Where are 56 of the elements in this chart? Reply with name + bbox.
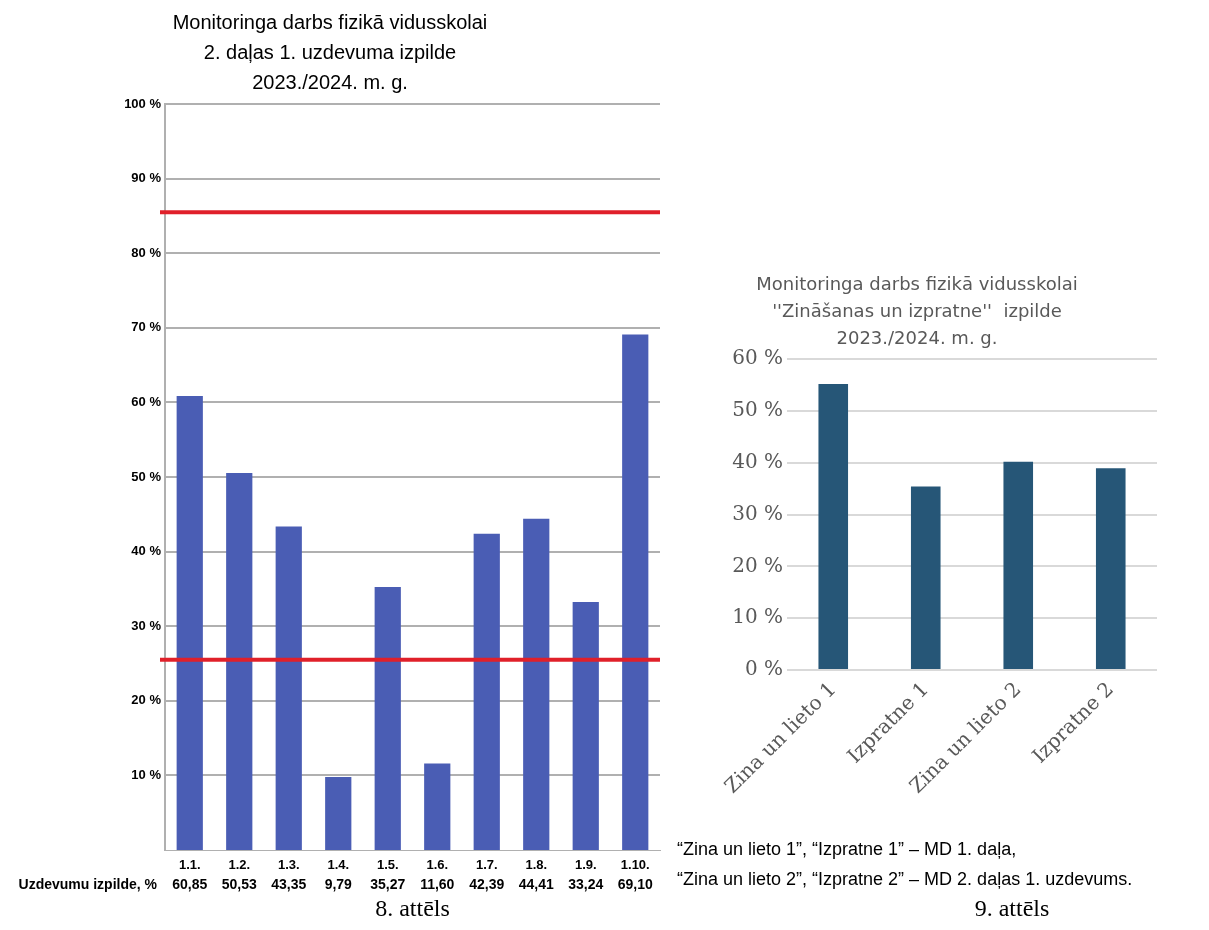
text: “Zina un lieto 1”, “Izpratne 1” – MD 1. daļa, — [677, 838, 1017, 859]
bar — [275, 526, 302, 850]
y-tick-label: 40 % — [732, 448, 783, 473]
y-tick-label: 100 % — [124, 95, 162, 111]
bar — [1095, 468, 1126, 669]
chart-title: Monitoringa darbs fizikā vidusskolai 2. daļas 1. uzdevuma izpilde 2023./2024. m. g. — [172, 10, 488, 93]
data-label: 43,35 — [271, 875, 307, 892]
text: 8. attēls — [375, 895, 450, 922]
y-tick-label: 80 % — [131, 244, 162, 260]
y-tick-label: 70 % — [131, 319, 162, 335]
bar — [1003, 461, 1034, 669]
text: “Zina un lieto 2”, “Izpratne 2” – MD 2. daļas 1. uzdevums. — [677, 868, 1133, 889]
bar — [374, 586, 401, 850]
bar — [473, 533, 500, 850]
y-tick-label: 50 % — [732, 397, 783, 422]
data-label: 35,27 — [370, 875, 406, 892]
y-tick-label: 50 % — [131, 468, 162, 484]
data-label: 11,60 — [420, 875, 455, 892]
bar — [325, 776, 352, 850]
x-tick-label: 1.2. — [228, 857, 251, 873]
bar — [226, 473, 253, 850]
text: 9. attēls — [974, 895, 1050, 922]
bar — [910, 486, 941, 669]
y-tick-label: 40 % — [131, 543, 162, 559]
x-tick-label: 1.3. — [277, 857, 300, 873]
data-label: 69,10 — [617, 875, 653, 892]
y-tick-label: 10 % — [732, 604, 783, 629]
x-tick-label: 1.4. — [327, 857, 350, 873]
bar — [176, 396, 203, 850]
x-tick-label: 1.8. — [525, 857, 548, 873]
x-tick-label: 1.7. — [475, 857, 498, 873]
text: Uzdevumu izpilde, % — [18, 875, 158, 892]
data-label: 42,39 — [469, 875, 505, 892]
y-tick-label: 0 % — [744, 656, 783, 681]
data-label: 50,53 — [221, 875, 257, 892]
y-tick-label: 20 % — [131, 692, 162, 708]
data-label: 44,41 — [518, 875, 554, 892]
y-tick-label: 20 % — [732, 552, 783, 577]
bar — [622, 334, 649, 850]
y-tick-label: 30 % — [732, 500, 783, 525]
bar — [424, 763, 451, 850]
y-tick-label: 60 % — [131, 393, 162, 409]
y-tick-label: 90 % — [131, 170, 162, 186]
data-label: 33,24 — [568, 875, 604, 892]
data-label: 9,79 — [324, 875, 353, 892]
x-tick-label: 1.10. — [620, 857, 650, 873]
x-tick-label: 1.5. — [376, 857, 399, 873]
data-label: 60,85 — [172, 875, 208, 892]
y-tick-label: 10 % — [131, 766, 162, 782]
bar — [818, 383, 849, 669]
bar — [523, 518, 550, 850]
y-tick-label: 30 % — [131, 617, 162, 633]
x-tick-label: 1.9. — [574, 857, 597, 873]
x-tick-label: 1.1. — [178, 857, 201, 873]
x-tick-label: 1.6. — [426, 857, 449, 873]
bar — [572, 602, 599, 850]
